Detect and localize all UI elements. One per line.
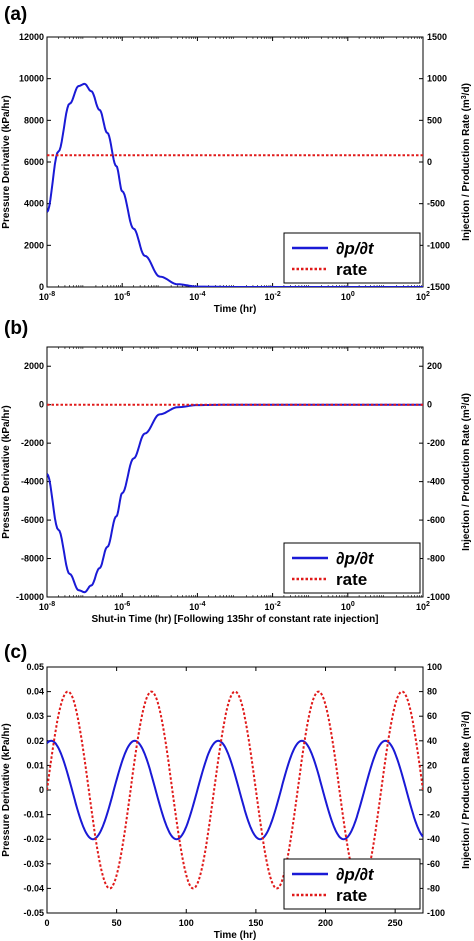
y-tick-label: 0.03: [26, 711, 44, 721]
legend-label: ∂p/∂t: [336, 549, 375, 568]
y2-tick-label: -500: [427, 199, 445, 209]
legend: ∂p/∂t rate: [283, 232, 421, 284]
y2-tick-label: 0: [427, 157, 432, 167]
legend-box: [283, 542, 421, 594]
x-tick-label: 10-4: [189, 601, 205, 612]
x-tick-label: 250: [388, 918, 403, 928]
y2-tick-label: 60: [427, 711, 437, 721]
legend-box: [283, 858, 421, 910]
x-tick-label: 10-4: [189, 291, 205, 302]
y-tick-label: 0.04: [26, 687, 44, 697]
y2-tick-label: -200: [427, 438, 445, 448]
y2-tick-label: 0: [427, 400, 432, 410]
y2-tick-label: -1000: [427, 240, 450, 250]
y-tick-label: 12000: [19, 32, 44, 42]
y-axis-label: Pressure Derivative (kPa/hr): [1, 405, 12, 538]
x-tick-label: 10-8: [39, 601, 55, 612]
y2-tick-label: 40: [427, 736, 437, 746]
y-tick-label: -0.04: [23, 883, 44, 893]
y-tick-label: 6000: [24, 157, 44, 167]
x-axis-label: Time (hr): [214, 304, 257, 315]
y2-tick-label: 500: [427, 115, 442, 125]
legend-label: ∂p/∂t: [336, 239, 375, 258]
y-tick-label: -0.03: [23, 859, 44, 869]
y2-tick-label: 1000: [427, 74, 447, 84]
y-tick-label: 2000: [24, 361, 44, 371]
y2-tick-label: -40: [427, 834, 440, 844]
y2-axis-label: Injection / Production Rate (m3/d): [461, 711, 472, 869]
x-tick-label: 102: [416, 291, 430, 302]
y2-tick-label: 20: [427, 760, 437, 770]
y2-axis-label: Injection / Production Rate (m3/d): [461, 393, 472, 551]
y-tick-label: -10000: [16, 592, 44, 602]
y-tick-label: 0: [39, 400, 44, 410]
x-tick-label: 100: [341, 601, 355, 612]
x-tick-label: 10-2: [264, 291, 280, 302]
x-tick-label: 150: [248, 918, 263, 928]
y2-tick-label: -100: [427, 908, 445, 918]
x-tick-label: 10-6: [114, 291, 130, 302]
y2-tick-label: -600: [427, 515, 445, 525]
x-tick-label: 10-8: [39, 291, 55, 302]
chart-panel-2: (b)10-8 10-6 10-4 10-2 100 102-10000-8000-600…: [1, 318, 472, 625]
x-tick-label: 100: [179, 918, 194, 928]
legend-label: rate: [336, 886, 367, 905]
x-tick-label: 200: [318, 918, 333, 928]
y-tick-label: -0.01: [23, 810, 44, 820]
y-tick-label: 0: [39, 282, 44, 292]
series-line-pressure-derivative: [47, 403, 423, 594]
legend-label: ∂p/∂t: [336, 865, 375, 884]
y-axis-label: Pressure Derivative (kPa/hr): [1, 95, 12, 228]
y2-tick-label: -800: [427, 554, 445, 564]
y-tick-label: 0.01: [26, 760, 44, 770]
y-tick-label: -0.02: [23, 834, 44, 844]
y-tick-label: 4000: [24, 199, 44, 209]
x-tick-label: 10-6: [114, 601, 130, 612]
y-tick-label: -4000: [21, 477, 44, 487]
y-tick-label: -0.05: [23, 908, 44, 918]
y-tick-label: 0.02: [26, 736, 44, 746]
y-tick-label: 10000: [19, 74, 44, 84]
x-axis-label: Time (hr): [214, 930, 257, 941]
y2-tick-label: -1000: [427, 592, 450, 602]
series-line-pressure-derivative: [47, 739, 423, 841]
legend-label: rate: [336, 570, 367, 589]
panel-label: (b): [4, 318, 28, 339]
y-axis-label: Pressure Derivative (kPa/hr): [1, 723, 12, 856]
y2-tick-label: 100: [427, 662, 442, 672]
x-tick-label: 100: [341, 291, 355, 302]
y-tick-label: 0: [39, 785, 44, 795]
chart-panel-1: (a) 10-8 10-6 10-4 10-2 100 102 0 2000 4000 6000 80…: [1, 4, 472, 315]
y2-tick-label: -400: [427, 477, 445, 487]
x-tick-label: 0: [44, 918, 49, 928]
y2-tick-label: 80: [427, 687, 437, 697]
y2-tick-label: 1500: [427, 32, 447, 42]
y-tick-label: 2000: [24, 240, 44, 250]
legend: ∂p/∂t rate: [283, 858, 421, 910]
y2-tick-label: 0: [427, 785, 432, 795]
legend-label: rate: [336, 260, 367, 279]
y-tick-label: -8000: [21, 554, 44, 564]
panel-label: (c): [4, 642, 27, 663]
chart-panel-3: (c)0 50 100 150 200 250-0.05-0.04-0.03-0.02-0…: [1, 642, 472, 941]
y-tick-label: -2000: [21, 438, 44, 448]
y2-tick-label: -20: [427, 810, 440, 820]
y-tick-label: -6000: [21, 515, 44, 525]
y-tick-label: 8000: [24, 115, 44, 125]
y2-tick-label: -1500: [427, 282, 450, 292]
series-line-pressure-derivative: [47, 82, 423, 287]
y2-tick-label: -60: [427, 859, 440, 869]
panel-label: (a): [4, 4, 27, 25]
legend-box: [283, 232, 421, 284]
legend: ∂p/∂t rate: [283, 542, 421, 594]
x-axis-label: Shut-in Time (hr) [Following 135hr of co…: [91, 614, 378, 625]
x-tick-label: 50: [112, 918, 122, 928]
y2-tick-label: 200: [427, 361, 442, 371]
x-tick-label: 10-2: [264, 601, 280, 612]
y2-tick-label: -80: [427, 883, 440, 893]
y-tick-label: 0.05: [26, 662, 44, 672]
y2-axis-label: Injection / Production Rate (m3/d): [461, 83, 472, 241]
x-tick-label: 102: [416, 601, 430, 612]
